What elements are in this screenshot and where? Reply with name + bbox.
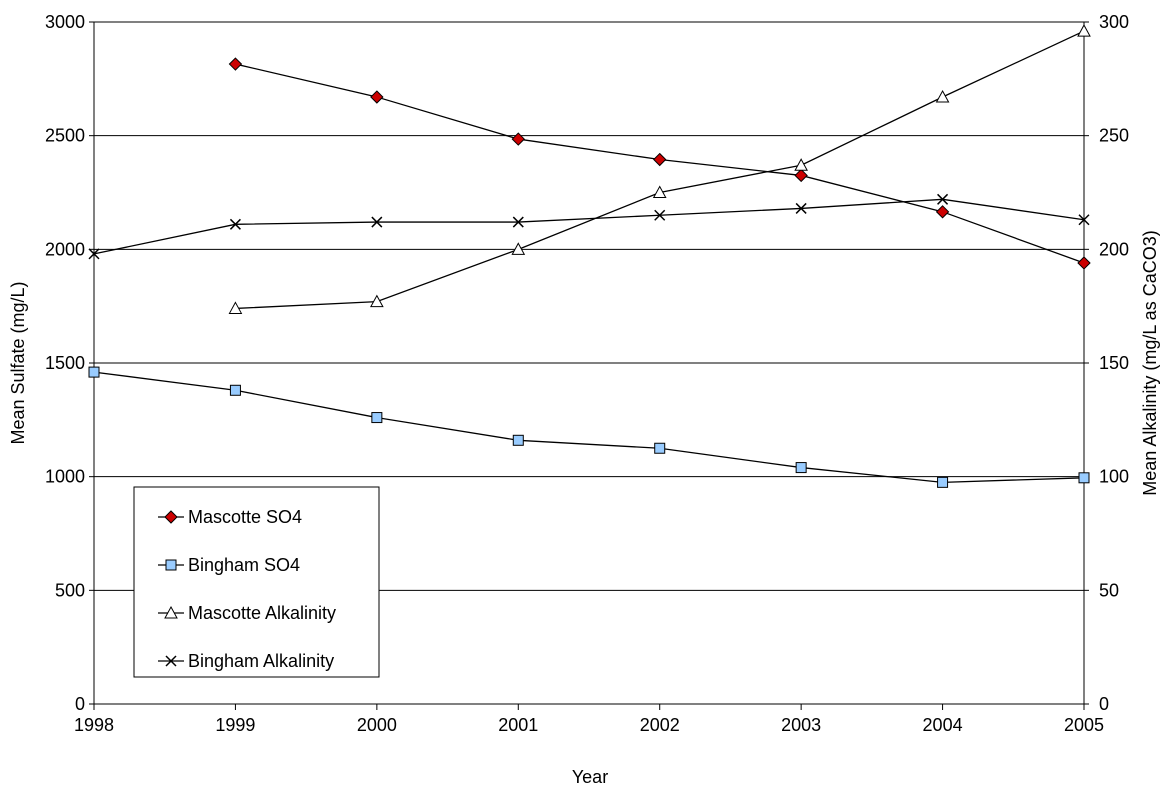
y-tick-label: 1000 <box>45 467 85 487</box>
data-point <box>88 248 100 260</box>
data-point <box>228 301 243 314</box>
y2-tick-label: 150 <box>1099 353 1129 373</box>
data-point <box>1078 214 1090 226</box>
data-point <box>512 434 524 446</box>
data-point <box>795 202 807 214</box>
y-tick-label: 500 <box>55 580 85 600</box>
data-point <box>935 205 950 219</box>
data-point <box>937 476 949 488</box>
data-point <box>1078 472 1090 484</box>
data-point <box>511 242 526 255</box>
data-point <box>512 216 524 228</box>
data-point <box>1077 256 1091 270</box>
legend-label: Mascotte SO4 <box>188 507 302 527</box>
grid-lines <box>94 21 1084 591</box>
y2-axis-label: Mean Alkalinity (mg/L as CaCO3) <box>1140 230 1160 495</box>
series-line <box>235 30 1085 310</box>
data-point <box>371 216 383 228</box>
legend-label: Bingham Alkalinity <box>188 651 334 671</box>
y-tick-label: 3000 <box>45 12 85 32</box>
legend-marker <box>165 559 177 571</box>
data-point <box>794 158 808 171</box>
data-point <box>935 89 950 103</box>
data-point <box>228 57 243 71</box>
y2-axis-ticks: 0 50 100 150 200 250 300 <box>1084 12 1129 714</box>
y2-tick-label: 300 <box>1099 12 1129 32</box>
data-point <box>795 462 807 474</box>
series-line <box>93 371 1085 484</box>
x-tick-label: 2003 <box>781 715 821 735</box>
data-point <box>229 218 241 230</box>
data-point <box>937 193 949 205</box>
legend-label: Mascotte Alkalinity <box>188 603 336 623</box>
series-markers <box>88 24 1091 488</box>
legend: Mascotte SO4 Bingham SO4 Mascotte Alkalini… <box>133 486 380 678</box>
legend-marker <box>165 655 177 667</box>
data-point <box>652 185 667 198</box>
data-point <box>88 366 100 378</box>
y-tick-label: 1500 <box>45 353 85 373</box>
y-tick-label: 2000 <box>45 239 85 259</box>
data-point <box>370 90 384 104</box>
x-tick-label: 2001 <box>498 715 538 735</box>
series-line <box>93 198 1085 255</box>
y2-tick-label: 0 <box>1099 694 1109 714</box>
y-axis-ticks: 0 500 1000 1500 2000 2500 3000 <box>45 12 94 714</box>
y-tick-label: 0 <box>75 694 85 714</box>
x-tick-label: 2000 <box>357 715 397 735</box>
y2-tick-label: 200 <box>1099 239 1129 259</box>
data-point <box>653 152 667 167</box>
data-point <box>371 412 383 424</box>
legend-marker <box>164 605 178 619</box>
data-point <box>1077 24 1091 37</box>
y-tick-label: 2500 <box>45 126 85 146</box>
x-tick-label: 2004 <box>923 715 963 735</box>
data-point <box>229 384 241 396</box>
y-axis-label: Mean Sulfate (mg/L) <box>8 281 28 444</box>
x-tick-label: 2002 <box>640 715 680 735</box>
data-point <box>794 168 808 183</box>
y2-tick-label: 250 <box>1099 126 1129 146</box>
data-point <box>654 442 666 454</box>
legend-label: Bingham SO4 <box>188 555 300 575</box>
data-point <box>654 209 666 221</box>
y2-tick-label: 50 <box>1099 580 1119 600</box>
data-point <box>511 132 525 146</box>
y2-tick-label: 100 <box>1099 467 1129 487</box>
x-axis-label: Year <box>572 767 608 787</box>
x-tick-label: 2005 <box>1064 715 1104 735</box>
x-axis-ticks: 1998 1999 2000 2001 2002 2003 2004 2005 <box>74 704 1104 735</box>
data-point <box>370 294 384 308</box>
x-tick-label: 1999 <box>215 715 255 735</box>
series-lines <box>93 30 1085 484</box>
x-tick-label: 1998 <box>74 715 114 735</box>
legend-marker <box>164 510 178 524</box>
